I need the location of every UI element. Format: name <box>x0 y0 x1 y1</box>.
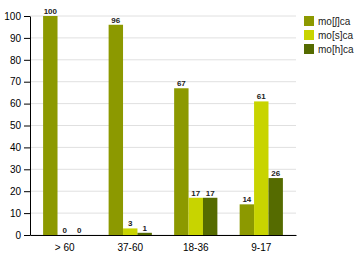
grid <box>30 16 296 235</box>
data-label: 17 <box>206 189 215 198</box>
tick: 30 <box>10 164 30 175</box>
data-label: 0 <box>77 226 82 235</box>
tick-mark <box>24 213 30 214</box>
data-label: 26 <box>271 169 280 178</box>
tick: 0 <box>15 230 30 241</box>
chart: 100 96 67 14 0 3 17 61 0 1 17 26 0 10 20 30 40 50 60 70 80 90… <box>0 0 360 257</box>
tick: 9-17 <box>251 242 271 253</box>
tick: 40 <box>10 142 30 153</box>
tick-mark <box>24 82 30 83</box>
tick-label: 20 <box>10 186 22 197</box>
data-label: 0 <box>62 226 67 235</box>
legend-label: mo[ʃ]ca <box>318 16 351 27</box>
bar <box>137 233 151 235</box>
data-label: 100 <box>44 7 58 16</box>
tick: 37-60 <box>117 242 143 253</box>
data-label: 96 <box>111 16 120 25</box>
tick: 50 <box>10 120 30 131</box>
grid-line <box>30 16 296 17</box>
tick: 80 <box>10 55 30 66</box>
tick: 70 <box>10 76 30 87</box>
tick-mark <box>24 60 30 61</box>
axis-line <box>30 17 31 236</box>
bar <box>240 204 254 235</box>
grid-line <box>30 81 296 82</box>
bar <box>189 198 203 235</box>
tick-mark <box>24 104 30 105</box>
tick-mark <box>24 126 30 127</box>
tick: 100 <box>4 11 30 22</box>
tick: 90 <box>10 33 30 44</box>
tick-label: 30 <box>10 164 22 175</box>
axis-line <box>31 235 297 236</box>
legend-item: mo[ʃ]ca <box>304 16 351 27</box>
bar <box>268 178 282 235</box>
bars <box>43 16 283 235</box>
legend-label: mo[h]ca <box>318 44 354 55</box>
data-label: 61 <box>257 92 266 101</box>
tick-label: 60 <box>10 98 22 109</box>
tick-mark <box>24 235 30 236</box>
tick-label: 9-17 <box>251 242 271 253</box>
y-axis: 0 10 20 30 40 50 60 70 80 90 100 <box>4 11 30 241</box>
tick-label: 40 <box>10 142 22 153</box>
data-label: 67 <box>177 79 186 88</box>
tick: 10 <box>10 208 30 219</box>
tick-mark <box>24 191 30 192</box>
data-label: 14 <box>242 195 251 204</box>
tick-mark <box>24 16 30 17</box>
tick-label: 90 <box>10 33 22 44</box>
tick-label: > 60 <box>55 242 75 253</box>
legend-label: mo[s]ca <box>318 30 353 41</box>
data-labels: 100 96 67 14 0 3 17 61 0 1 17 26 <box>44 7 281 235</box>
series <box>137 178 282 235</box>
bar <box>174 88 188 235</box>
tick-label: 37-60 <box>117 242 143 253</box>
x-axis: > 60 37-60 18-36 9-17 <box>31 236 297 254</box>
legend-swatch <box>304 44 314 54</box>
bar <box>123 228 137 235</box>
grid-line <box>30 59 296 60</box>
bar <box>109 25 123 235</box>
tick: 20 <box>10 186 30 197</box>
bar <box>43 16 57 235</box>
bar <box>203 198 217 235</box>
tick-label: 10 <box>10 208 22 219</box>
tick-mark <box>24 38 30 39</box>
legend-item: mo[s]ca <box>304 30 353 41</box>
legend-item: mo[h]ca <box>304 44 354 55</box>
data-label: 3 <box>128 219 133 228</box>
tick: > 60 <box>55 242 75 253</box>
legend: mo[ʃ]ca mo[s]ca mo[h]ca <box>304 16 354 55</box>
tick: 60 <box>10 98 30 109</box>
series <box>43 16 254 235</box>
plot: 100 96 67 14 0 3 17 61 0 1 17 26 0 10 20 30 40 50 60 70 80 90… <box>4 7 354 253</box>
tick-label: 0 <box>15 230 21 241</box>
tick-label: 18-36 <box>183 242 209 253</box>
tick-mark <box>24 169 30 170</box>
tick-label: 100 <box>4 11 21 22</box>
series <box>123 101 268 235</box>
data-label: 17 <box>191 189 200 198</box>
legend-swatch <box>304 16 314 26</box>
legend-swatch <box>304 30 314 40</box>
bar <box>254 101 268 235</box>
data-label: 1 <box>142 224 147 233</box>
tick-label: 70 <box>10 76 22 87</box>
tick-label: 80 <box>10 55 22 66</box>
tick-label: 50 <box>10 120 22 131</box>
tick-mark <box>24 147 30 148</box>
tick: 18-36 <box>183 242 209 253</box>
grid-line <box>30 37 296 38</box>
